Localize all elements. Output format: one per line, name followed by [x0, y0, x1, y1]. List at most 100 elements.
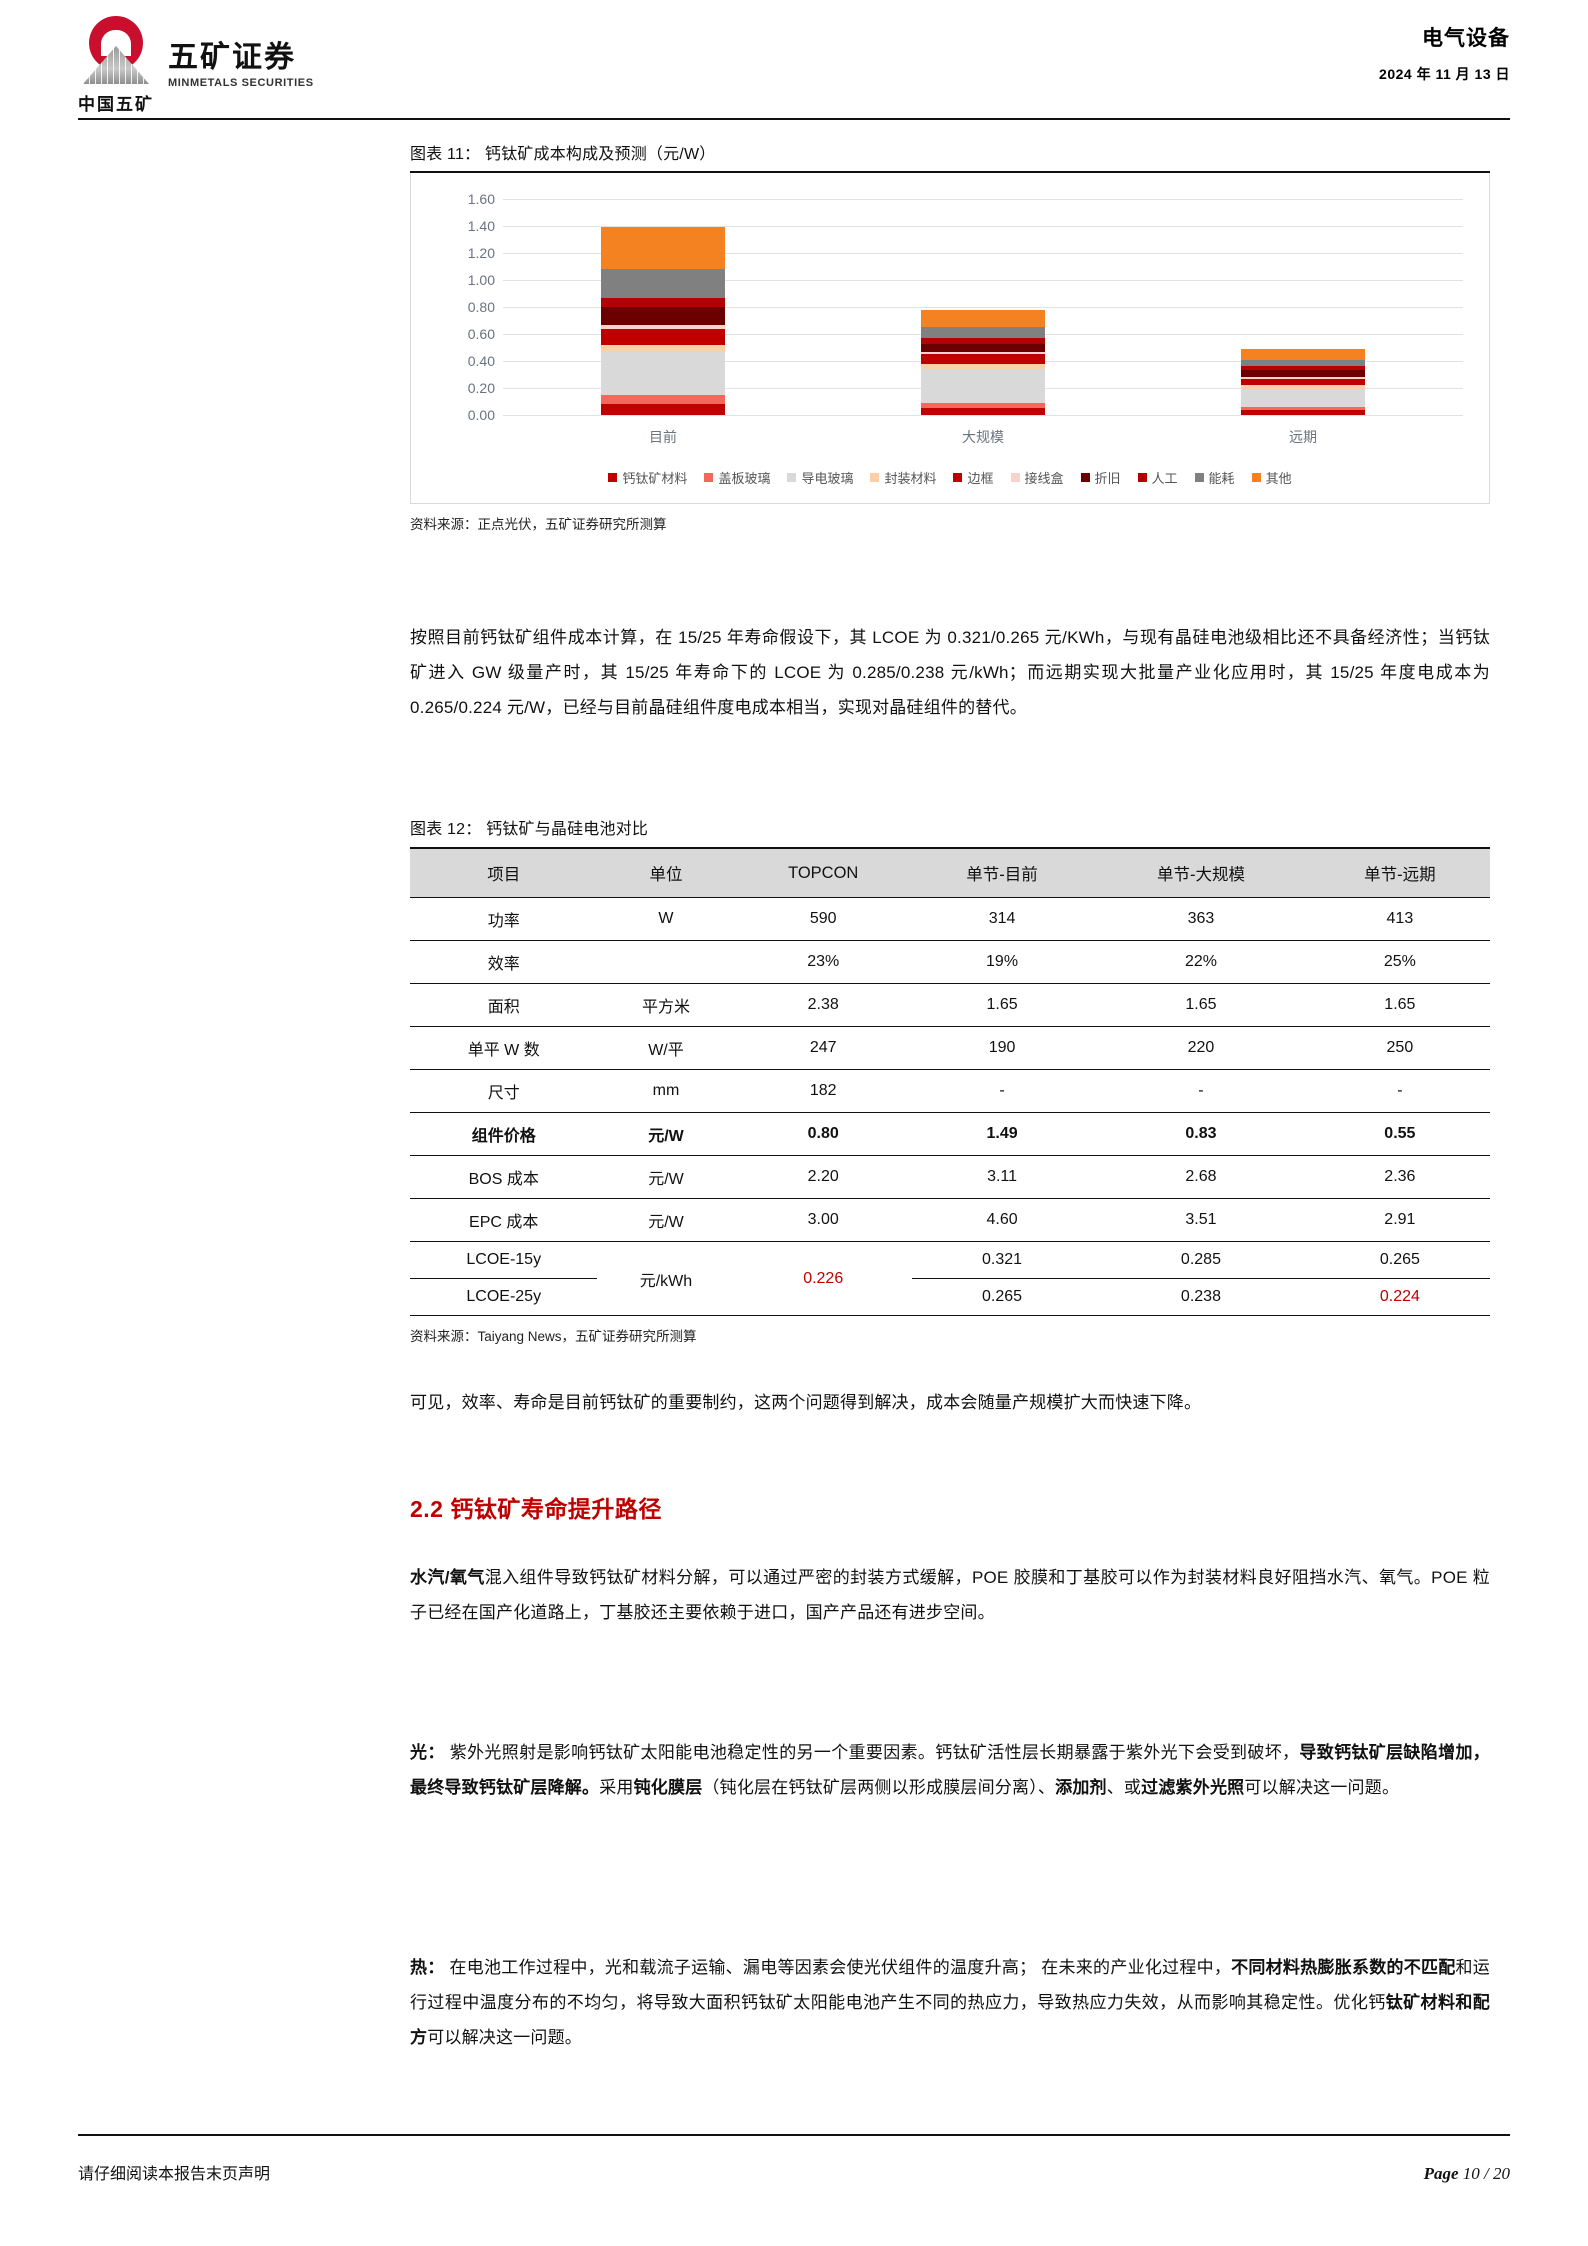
chart-gridline — [503, 280, 1463, 281]
table-cell: 0.238 — [1092, 1278, 1310, 1316]
section-heading: 2.2 钙钛矿寿命提升路径 — [410, 1496, 662, 1522]
table-cell: LCOE-15y — [410, 1241, 598, 1279]
table-cell: 23% — [734, 940, 912, 984]
logo-brand-en: MINMETALS SECURITIES — [168, 76, 314, 89]
table-cell: 面积 — [410, 983, 598, 1027]
bar-segment — [600, 328, 726, 345]
table-cell: 0.80 — [734, 1112, 912, 1156]
exhibit-12-title: 图表 12： 钙钛矿与晶硅电池对比 — [410, 821, 649, 838]
x-axis-tick-label: 大规模 — [962, 429, 1004, 445]
logo-brand-cn: 五矿证券 — [168, 41, 296, 75]
table-cell: - — [911, 1069, 1093, 1113]
paragraph-3-lead: 水汽/氧气 — [410, 1568, 485, 1587]
table-cell: 1.65 — [1092, 983, 1310, 1027]
bar-segment — [920, 309, 1046, 328]
table-cell: 平方米 — [597, 983, 735, 1027]
table-cell: 0.83 — [1092, 1112, 1310, 1156]
bar-segment — [920, 338, 1046, 344]
legend-label: 能耗 — [1208, 471, 1235, 486]
table-cell: 0.224 — [1309, 1278, 1490, 1316]
bar-目前 — [600, 227, 726, 415]
table-cell: - — [1309, 1069, 1490, 1113]
table-cell: 25% — [1309, 940, 1490, 984]
y-axis-tick-label: 1.60 — [467, 191, 495, 207]
table-cell: 0.285 — [1092, 1241, 1310, 1279]
page-header: 中国五矿 五矿证券 MINMETALS SECURITIES 电气设备 2024… — [0, 0, 1588, 120]
table-cell — [597, 940, 735, 984]
table-row: 面积 平方米 2.38 1.65 1.65 1.65 — [410, 983, 1490, 1027]
bar-segment — [1240, 377, 1366, 379]
table-cell: 3.11 — [911, 1155, 1093, 1199]
bar-segment — [600, 404, 726, 415]
y-axis-tick-label: 1.40 — [467, 218, 495, 234]
exhibit-11-source: 资料来源：正点光伏，五矿证券研究所测算 — [410, 517, 667, 532]
p4-t2: 采用 — [599, 1778, 634, 1798]
section-2-2: 2.2 钙钛矿寿命提升路径 — [410, 1490, 1490, 1524]
table-cell: 190 — [911, 1026, 1093, 1070]
footer-pagination: Page 10 / 20 — [1424, 2164, 1510, 2184]
paragraph-1-text: 按照目前钙钛矿组件成本计算，在 15/25 年寿命假设下，其 LCOE 为 0.… — [410, 628, 1490, 718]
paragraph-lcoe: 按照目前钙钛矿组件成本计算，在 15/25 年寿命假设下，其 LCOE 为 0.… — [410, 620, 1490, 725]
legend-item: 能耗 — [1194, 468, 1235, 487]
comparison-table-wrap: 项目 单位 TOPCON 单节-目前 单节-大规模 单节-远期 功率 W 590 314 363 4… — [410, 847, 1490, 1316]
table-cell: 元/kWh — [597, 1241, 735, 1316]
table-column-header: 单节-远期 — [1309, 847, 1490, 898]
table-header-row: 项目 单位 TOPCON 单节-目前 单节-大规模 单节-远期 — [410, 847, 1490, 898]
table-row: 功率 W 590 314 363 413 — [410, 897, 1490, 941]
company-logo: 中国五矿 五矿证券 MINMETALS SECURITIES — [78, 16, 314, 115]
chart-bars — [503, 199, 1463, 415]
p5-t3: 可以解决这一问题。 — [427, 2028, 583, 2048]
table-row: BOS 成本 元/W 2.20 3.11 2.68 2.36 — [410, 1155, 1490, 1199]
header-sector: 电气设备 — [1422, 27, 1510, 50]
table-cell: 2.38 — [734, 983, 912, 1027]
header-divider — [78, 118, 1510, 120]
table-cell: 363 — [1092, 897, 1310, 941]
paragraph-5-lead: 热： — [410, 1958, 445, 1977]
chart-gridline — [503, 253, 1463, 254]
bar-大规模 — [920, 309, 1046, 415]
x-axis-tick-label: 目前 — [649, 429, 677, 445]
legend-label: 盖板玻璃 — [718, 471, 771, 486]
table-cell: EPC 成本 — [410, 1198, 598, 1242]
legend-swatch-icon — [1137, 473, 1147, 482]
table-cell: 19% — [911, 940, 1093, 984]
footer-page-label: Page — [1423, 2164, 1459, 2183]
legend-label: 其他 — [1265, 471, 1292, 486]
table-cell: 3.00 — [734, 1198, 912, 1242]
table-cell: 4.60 — [911, 1198, 1093, 1242]
table-cell: W — [597, 897, 735, 941]
table-row: 单平 W 数 W/平 247 190 220 250 — [410, 1026, 1490, 1070]
legend-swatch-icon — [1251, 473, 1261, 482]
legend-item: 导电玻璃 — [787, 468, 853, 487]
p4-b3: 添加剂 — [1055, 1778, 1107, 1798]
legend-swatch-icon — [1010, 473, 1020, 482]
table-cell: 1.65 — [911, 983, 1093, 1027]
table-cell: 182 — [734, 1069, 912, 1113]
p5-b2: 钛矿材料和配方 — [410, 1993, 1491, 2048]
legend-label: 人工 — [1151, 471, 1178, 486]
table-cell: 元/W — [597, 1155, 735, 1199]
table-cell: 22% — [1092, 940, 1310, 984]
table-cell: W/平 — [597, 1026, 735, 1070]
legend-label: 钙钛矿材料 — [622, 471, 688, 486]
legend-item: 封装材料 — [870, 468, 936, 487]
table-cell: 元/W — [597, 1198, 735, 1242]
bar-segment — [1240, 406, 1366, 410]
table-row: LCOE-25y 0.265 0.238 0.224 — [410, 1278, 1490, 1316]
table-cell: 3.51 — [1092, 1198, 1310, 1242]
bar-远期 — [1240, 348, 1366, 415]
table-cell: 尺寸 — [410, 1069, 598, 1113]
paragraph-2-text: 可见，效率、寿命是目前钙钛矿的重要制约，这两个问题得到解决，成本会随量产规模扩大… — [410, 1393, 1202, 1412]
p4-b1: 导致钙钛矿层缺陷增加，最终导致钙钛矿层降解。 — [410, 1743, 1490, 1798]
table-cell: LCOE-25y — [410, 1278, 598, 1316]
table-column-header: 项目 — [410, 847, 598, 898]
legend-item: 钙钛矿材料 — [608, 468, 687, 487]
minmetals-logo-icon — [81, 16, 151, 86]
table-row: 尺寸 mm 182- - - — [410, 1069, 1490, 1113]
legend-swatch-icon — [704, 473, 714, 482]
table-cell: 250 — [1309, 1026, 1490, 1070]
paragraph-4-text: 光： 紫外光照射是影响钙钛矿太阳能电池稳定性的另一个重要因素。钙钛矿活性层长期暴… — [410, 1735, 1490, 1805]
paragraph-heat: 热： 在电池工作过程中，光和载流子运输、漏电等因素会使光伏组件的温度升高； 在未… — [410, 1950, 1490, 2055]
table-row: LCOE-15y 元/kWh 0.226 0.321 0.285 0.265 — [410, 1241, 1490, 1316]
